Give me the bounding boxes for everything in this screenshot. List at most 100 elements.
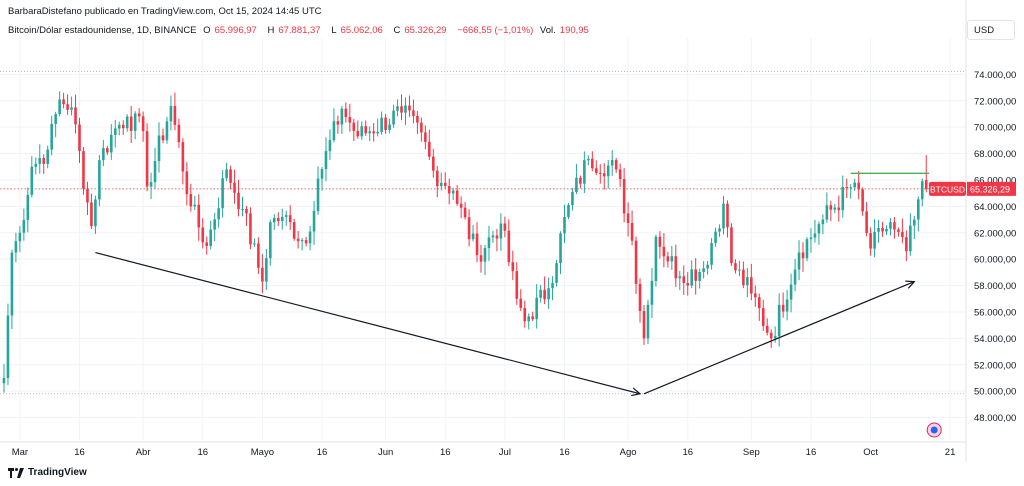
- candle-body: [408, 105, 411, 111]
- price-tag: BTCUSD 65.326,29: [929, 181, 1016, 196]
- candle-body: [30, 166, 34, 195]
- x-tick-label: 16: [74, 447, 85, 458]
- candle-body: [185, 171, 189, 195]
- candle-body: [459, 203, 463, 208]
- price-guides: [0, 71, 966, 395]
- candle-body: [825, 205, 829, 220]
- candle-body: [841, 186, 845, 211]
- candle-body: [141, 116, 145, 132]
- candle-body: [110, 134, 113, 153]
- candle-body: [74, 107, 77, 125]
- candle-body: [86, 188, 89, 203]
- candle-body: [392, 110, 395, 125]
- candle-body: [785, 299, 789, 312]
- candle-body: [626, 213, 630, 224]
- tradingview-logo[interactable]: TradingView: [8, 467, 87, 478]
- candle-body: [169, 106, 173, 122]
- candle-body: [742, 269, 745, 286]
- candle-body: [606, 165, 610, 177]
- candle-body: [571, 191, 574, 206]
- candle-body: [149, 182, 153, 187]
- candle-body: [885, 228, 888, 232]
- candle-body: [734, 263, 737, 271]
- candle-body: [789, 284, 793, 300]
- candle-body: [730, 227, 733, 264]
- candle-body: [539, 289, 542, 298]
- candle-body: [761, 308, 765, 326]
- candle-body: [197, 204, 201, 228]
- candle-body: [173, 106, 177, 125]
- candle-body: [491, 235, 495, 238]
- candle-body: [610, 160, 614, 166]
- candle-body: [344, 108, 348, 118]
- price-tag-symbol: BTCUSD: [930, 184, 965, 194]
- candle-body: [125, 116, 129, 129]
- y-tick-label: 50.000,00: [974, 387, 1016, 398]
- candle-body: [706, 264, 709, 269]
- candle-body: [455, 190, 459, 204]
- candle-body: [757, 297, 761, 309]
- candle-body: [416, 115, 419, 123]
- candle-body: [678, 276, 682, 279]
- candle-body: [18, 232, 22, 242]
- candle-body: [10, 252, 14, 316]
- candle-body: [6, 315, 10, 378]
- candle-body: [261, 267, 264, 282]
- candle-body: [463, 207, 467, 218]
- candle-body: [34, 163, 38, 167]
- x-tick-label: Abr: [136, 447, 151, 458]
- symbol-title: Bitcoin/Dólar estadounidense, 1D, BINANC…: [8, 25, 197, 36]
- candle-body: [901, 231, 904, 238]
- candle-body: [54, 114, 57, 124]
- candle-body: [62, 99, 65, 105]
- candle-body: [304, 240, 308, 244]
- candle-body: [495, 235, 499, 239]
- x-tick-label: 16: [197, 447, 208, 458]
- candle-body: [2, 377, 6, 384]
- candle-body: [82, 151, 85, 189]
- candle-body: [280, 216, 284, 222]
- candle-body: [420, 122, 423, 133]
- candle-body: [42, 158, 46, 164]
- candle-body: [276, 217, 280, 222]
- candle-body: [670, 256, 674, 262]
- candle-body: [177, 124, 181, 143]
- candle-body: [213, 219, 216, 230]
- y-tick-label: 72.000,00: [974, 96, 1016, 107]
- candle-body: [90, 202, 93, 227]
- candle-body: [924, 180, 928, 189]
- candle-body: [328, 140, 332, 152]
- candle-body: [320, 169, 324, 179]
- candle-body: [575, 177, 578, 192]
- candle-body: [241, 209, 244, 210]
- candle-body: [479, 255, 483, 262]
- candle-body: [189, 194, 193, 207]
- candle-body: [881, 227, 884, 232]
- candle-body: [602, 173, 606, 177]
- candle-body: [14, 241, 18, 253]
- candle-body: [777, 304, 781, 337]
- candle-body: [861, 189, 864, 212]
- y-tick-label: 48.000,00: [974, 413, 1016, 424]
- candle-body: [523, 307, 527, 322]
- candle-body: [765, 325, 769, 333]
- candle-body: [857, 182, 860, 190]
- candles: [2, 91, 928, 393]
- candle-body: [889, 222, 892, 229]
- candle-body: [38, 158, 42, 164]
- candle-body: [583, 160, 586, 184]
- y-tick-label: 70.000,00: [974, 123, 1016, 134]
- candle-body: [364, 126, 368, 134]
- candle-body: [324, 151, 328, 170]
- candle-body: [535, 297, 538, 320]
- currency-button[interactable]: USD: [967, 20, 1015, 40]
- candle-body: [205, 242, 209, 246]
- y-tick-label: 56.000,00: [974, 307, 1016, 318]
- volume-value: 190,95: [559, 25, 589, 36]
- candle-body: [58, 99, 61, 115]
- drawings: [95, 172, 942, 438]
- candle-body: [237, 192, 240, 210]
- y-tick-label: 60.000,00: [974, 255, 1016, 266]
- candle-body: [380, 117, 383, 132]
